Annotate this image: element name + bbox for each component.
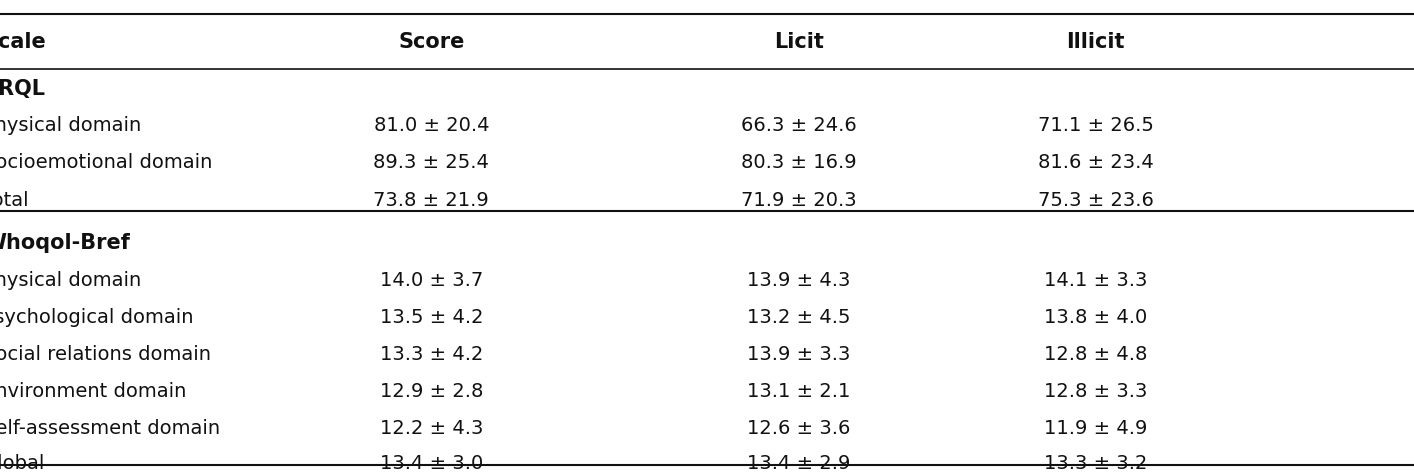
Text: 13.9 ± 4.3: 13.9 ± 4.3 bbox=[747, 271, 851, 290]
Text: 14.1 ± 3.3: 14.1 ± 3.3 bbox=[1044, 271, 1148, 290]
Text: 12.8 ± 4.8: 12.8 ± 4.8 bbox=[1044, 345, 1148, 364]
Text: Self-assessment domain: Self-assessment domain bbox=[0, 419, 221, 438]
Text: 12.6 ± 3.6: 12.6 ± 3.6 bbox=[747, 419, 851, 438]
Text: 13.5 ± 4.2: 13.5 ± 4.2 bbox=[379, 308, 484, 327]
Text: 13.4 ± 2.9: 13.4 ± 2.9 bbox=[747, 454, 851, 473]
Text: 14.0 ± 3.7: 14.0 ± 3.7 bbox=[379, 271, 484, 290]
Text: Environment domain: Environment domain bbox=[0, 382, 187, 401]
Text: 12.2 ± 4.3: 12.2 ± 4.3 bbox=[379, 419, 484, 438]
Text: 81.0 ± 20.4: 81.0 ± 20.4 bbox=[373, 116, 489, 135]
Text: Physical domain: Physical domain bbox=[0, 271, 141, 290]
Text: 81.6 ± 23.4: 81.6 ± 23.4 bbox=[1038, 153, 1154, 172]
Text: VRQL: VRQL bbox=[0, 79, 47, 99]
Text: Social relations domain: Social relations domain bbox=[0, 345, 211, 364]
Text: Psychological domain: Psychological domain bbox=[0, 308, 194, 327]
Text: 73.8 ± 21.9: 73.8 ± 21.9 bbox=[373, 191, 489, 210]
Text: 13.1 ± 2.1: 13.1 ± 2.1 bbox=[747, 382, 851, 401]
Text: 75.3 ± 23.6: 75.3 ± 23.6 bbox=[1038, 191, 1154, 210]
Text: 13.3 ± 3.2: 13.3 ± 3.2 bbox=[1044, 454, 1148, 473]
Text: Illicit: Illicit bbox=[1066, 32, 1126, 52]
Text: 13.8 ± 4.0: 13.8 ± 4.0 bbox=[1044, 308, 1148, 327]
Text: Scale: Scale bbox=[0, 32, 45, 52]
Text: 12.8 ± 3.3: 12.8 ± 3.3 bbox=[1044, 382, 1148, 401]
Text: 71.1 ± 26.5: 71.1 ± 26.5 bbox=[1038, 116, 1154, 135]
Text: 89.3 ± 25.4: 89.3 ± 25.4 bbox=[373, 153, 489, 172]
Text: 80.3 ± 16.9: 80.3 ± 16.9 bbox=[741, 153, 857, 172]
Text: 11.9 ± 4.9: 11.9 ± 4.9 bbox=[1044, 419, 1148, 438]
Text: 12.9 ± 2.8: 12.9 ± 2.8 bbox=[379, 382, 484, 401]
Text: 13.9 ± 3.3: 13.9 ± 3.3 bbox=[747, 345, 851, 364]
Text: Total: Total bbox=[0, 191, 28, 210]
Text: 66.3 ± 24.6: 66.3 ± 24.6 bbox=[741, 116, 857, 135]
Text: Global: Global bbox=[0, 454, 45, 473]
Text: 13.4 ± 3.0: 13.4 ± 3.0 bbox=[379, 454, 484, 473]
Text: 13.2 ± 4.5: 13.2 ± 4.5 bbox=[747, 308, 851, 327]
Text: Whoqol-Bref: Whoqol-Bref bbox=[0, 233, 130, 253]
Text: Score: Score bbox=[399, 32, 464, 52]
Text: 71.9 ± 20.3: 71.9 ± 20.3 bbox=[741, 191, 857, 210]
Text: Socioemotional domain: Socioemotional domain bbox=[0, 153, 212, 172]
Text: 13.3 ± 4.2: 13.3 ± 4.2 bbox=[379, 345, 484, 364]
Text: Physical domain: Physical domain bbox=[0, 116, 141, 135]
Text: Licit: Licit bbox=[773, 32, 824, 52]
